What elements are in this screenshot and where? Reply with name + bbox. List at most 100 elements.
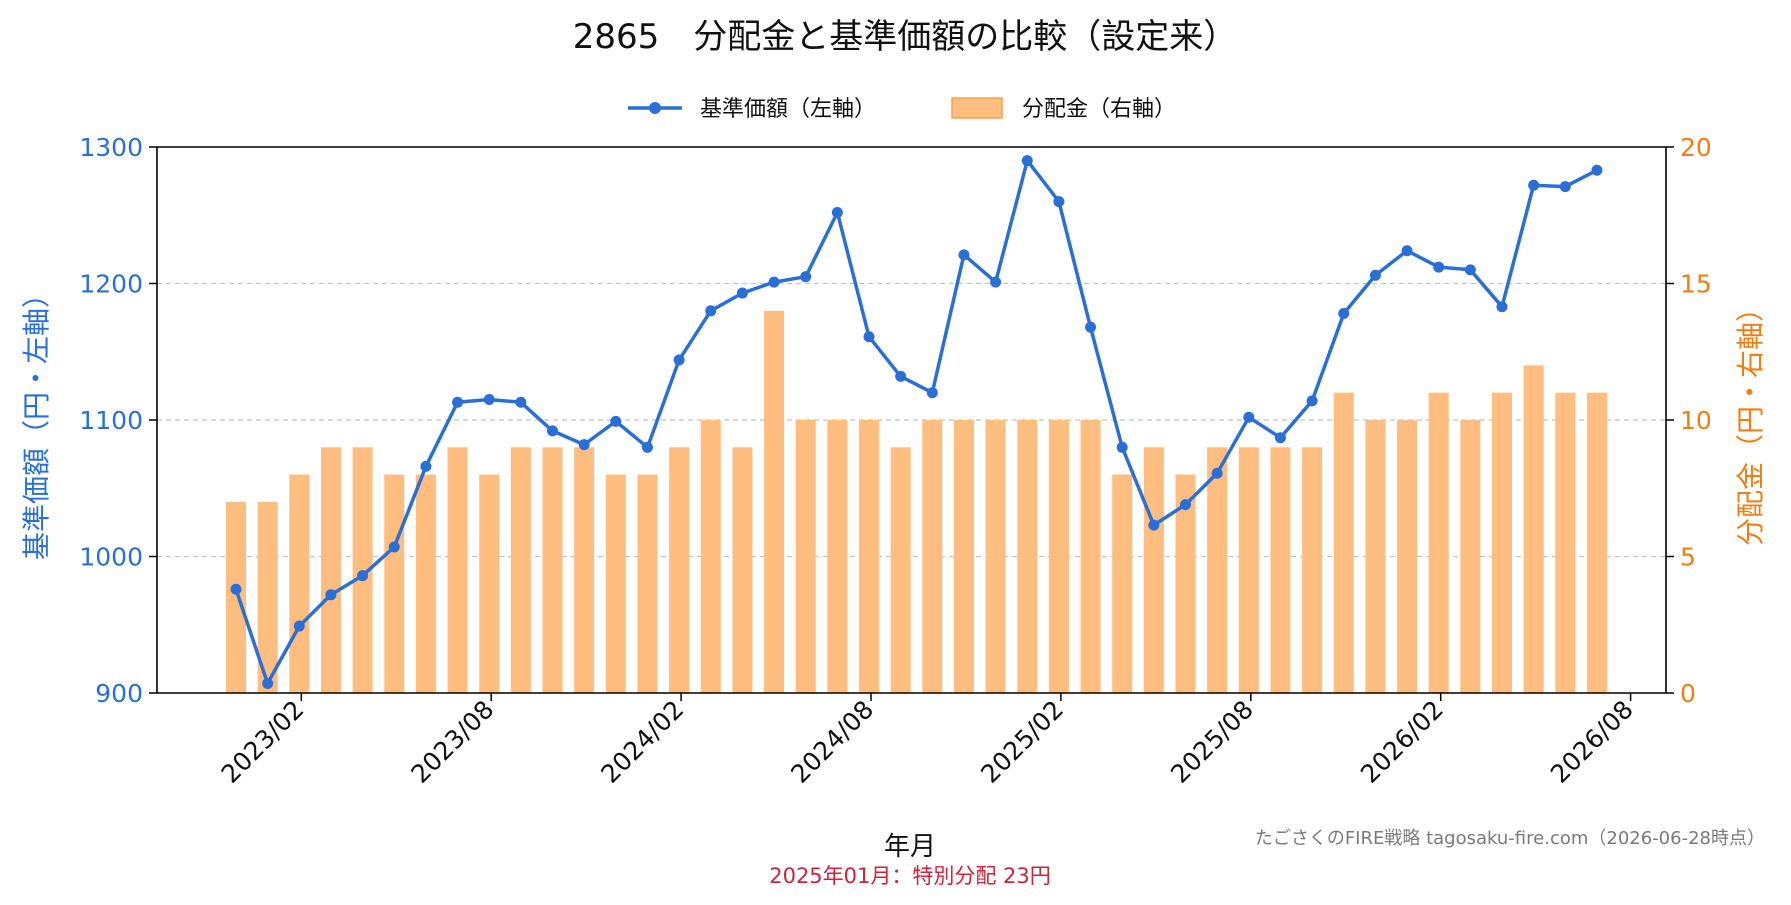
nav-point — [325, 589, 337, 601]
nav-point — [736, 287, 748, 299]
nav-point — [262, 677, 274, 689]
legend-label-nav: 基準価額（左軸） — [700, 97, 876, 122]
dividend-bar — [1080, 420, 1101, 693]
dividend-bar — [1112, 474, 1133, 693]
nav-point — [1180, 499, 1191, 511]
nav-point — [578, 439, 590, 451]
dividend-bar — [289, 474, 310, 693]
nav-point — [673, 354, 685, 366]
nav-point — [1401, 245, 1413, 257]
left-axis-label: 基準価額（円・左軸） — [20, 280, 53, 560]
dividend-bar — [479, 474, 500, 693]
nav-point — [1053, 196, 1065, 208]
dividend-bar — [320, 447, 341, 693]
nav-point — [800, 271, 812, 283]
nav-point — [1464, 264, 1476, 276]
x-tick-label: 2025/02 — [975, 695, 1069, 789]
dividend-bar — [447, 447, 468, 693]
nav-point — [388, 541, 400, 553]
x-axis-label: 年月 — [884, 832, 936, 862]
right-tick-label: 20 — [1680, 133, 1712, 162]
nav-point — [641, 441, 653, 453]
nav-point — [1211, 467, 1223, 479]
nav-point — [452, 396, 464, 408]
dividend-bar — [1460, 420, 1481, 693]
dividend-bar — [1428, 392, 1449, 693]
dividend-bar — [1048, 420, 1069, 693]
nav-point — [895, 370, 907, 382]
dividend-bar — [1143, 447, 1164, 693]
nav-point — [357, 570, 369, 582]
dividend-bar — [1586, 392, 1607, 693]
x-tick-label: 2023/08 — [405, 695, 499, 789]
nav-point — [958, 249, 970, 261]
right-tick-label: 10 — [1680, 406, 1712, 435]
dividend-bar — [1302, 447, 1323, 693]
nav-point — [926, 387, 938, 399]
dividend-bar — [1523, 365, 1544, 693]
chart-title: 2865 分配金と基準価額の比較（設定来） — [573, 17, 1238, 57]
nav-point — [1496, 301, 1508, 313]
dividend-bar — [605, 474, 626, 693]
dividend-bar — [1492, 392, 1512, 693]
nav-point — [1085, 321, 1097, 333]
left-tick-label: 1000 — [79, 543, 143, 572]
nav-point — [1274, 432, 1286, 444]
dividend-bar — [827, 420, 848, 693]
dividend-bar — [1365, 420, 1386, 693]
nav-point — [1021, 155, 1033, 167]
dividend-bar — [732, 447, 753, 693]
dividend-bar — [1207, 447, 1228, 693]
nav-point — [420, 460, 432, 472]
x-tick-label: 2024/08 — [785, 695, 879, 789]
special-dividend-note: 2025年01月：特別分配 23円 — [769, 864, 1051, 888]
right-tick-label: 5 — [1680, 543, 1696, 572]
nav-line-path — [234, 158, 1598, 686]
dividend-bar — [1397, 420, 1418, 693]
legend: 基準価額（左軸） 分配金（右軸） — [628, 97, 1176, 122]
dividend-bar — [257, 501, 278, 693]
right-tick-label: 15 — [1680, 270, 1712, 299]
dividend-bar — [1555, 392, 1576, 693]
legend-bar-swatch — [951, 97, 1003, 119]
dividend-bar — [890, 447, 911, 693]
x-tick-label: 2026/08 — [1545, 695, 1639, 789]
left-tick-label: 1300 — [79, 133, 143, 162]
nav-point — [610, 415, 622, 427]
nav-point — [1369, 269, 1381, 281]
legend-line-marker — [649, 102, 661, 114]
nav-point — [705, 305, 717, 317]
dividend-bar — [542, 447, 563, 693]
nav-point — [293, 620, 305, 632]
dividend-bar — [637, 474, 658, 693]
left-tick-label: 900 — [95, 679, 143, 708]
nav-point — [515, 396, 527, 408]
dividend-bar — [1270, 447, 1291, 693]
nav-point — [1148, 519, 1160, 531]
nav-point — [1559, 181, 1571, 193]
dividend-bar — [764, 310, 785, 693]
dividend-bar — [384, 474, 405, 693]
dividend-bar — [795, 420, 816, 693]
nav-point — [483, 394, 495, 406]
nav-point — [768, 276, 780, 288]
dividend-bar — [700, 420, 721, 693]
x-tick-label: 2025/08 — [1165, 695, 1259, 789]
nav-point — [1591, 164, 1603, 176]
x-tick-label: 2024/02 — [595, 695, 689, 789]
nav-point — [1116, 441, 1128, 453]
x-tick-label: 2023/02 — [216, 695, 310, 789]
dividend-bar — [510, 447, 531, 693]
nav-point — [1338, 308, 1350, 320]
dividend-bar — [859, 420, 879, 693]
nav-line — [230, 155, 1603, 689]
dividend-bar — [669, 447, 690, 693]
nav-point — [990, 276, 1002, 288]
left-tick-label: 1100 — [79, 406, 143, 435]
dividend-bar — [1333, 392, 1354, 693]
nav-point — [1528, 179, 1540, 191]
dividend-bar — [574, 447, 595, 693]
nav-point — [1243, 411, 1255, 423]
dividend-bar — [1238, 447, 1259, 693]
